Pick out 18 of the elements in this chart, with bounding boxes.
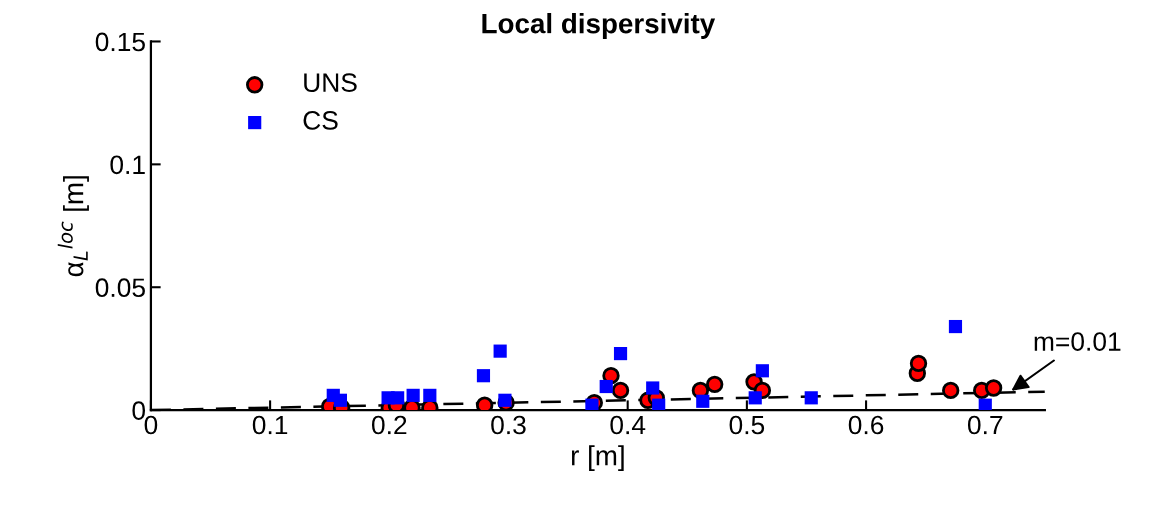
x-tick-label: 0.6 [848,415,884,435]
legend-label: CS [303,111,338,130]
x-tick-label: 0 [144,415,158,435]
x-tick-label: 0.5 [729,415,765,435]
y-axis-title: α$_{L}$$^{loc}$ [m] [57,176,89,277]
y-tick-label: 0.1 [110,155,145,175]
legend-label: UNS [304,73,357,92]
x-tick-label: 0.7 [967,415,1003,435]
x-tick-label: 0.4 [610,415,646,435]
x-tick-label: 0.1 [252,415,288,435]
x-tick-label: 0.2 [371,415,407,435]
x-axis-title: r [m] [571,445,624,472]
chart-title: Local dispersivity [482,13,716,39]
y-tick-label: 0 [132,401,146,420]
x-tick-label: 0.3 [491,415,526,435]
y-tick-label: 0.15 [95,32,145,52]
annotation: m=0.01 [1034,332,1121,351]
y-tick-label: 0.05 [95,278,145,298]
